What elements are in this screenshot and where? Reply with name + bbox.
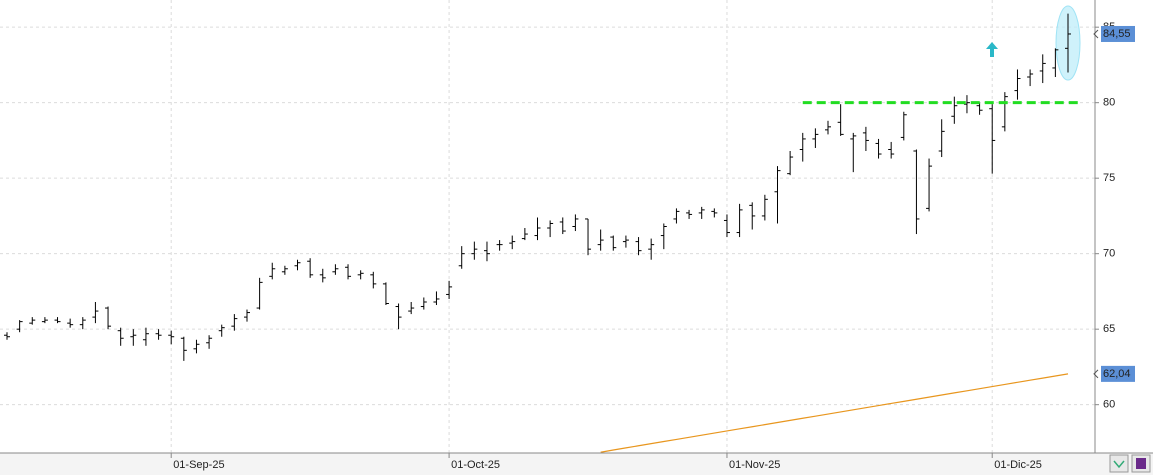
- zoom-icon: [1113, 460, 1125, 469]
- up-arrow: [986, 42, 998, 57]
- x-tick-label: 01-Dic-25: [994, 459, 1042, 471]
- x-tick-label: 01-Oct-25: [451, 459, 500, 471]
- y-tick-label: 60: [1103, 399, 1115, 411]
- y-tick-label: 65: [1103, 323, 1115, 335]
- price-tag-label: 62,04: [1103, 368, 1131, 380]
- moving-average-line: [600, 373, 1069, 453]
- x-tick-label: 01-Sep-25: [173, 459, 224, 471]
- y-tick-label: 75: [1103, 172, 1115, 184]
- y-tick-label: 70: [1103, 248, 1115, 260]
- price-tag: [1101, 25, 1135, 42]
- price-bars: [4, 13, 1071, 361]
- price-tag-pointer: [1093, 369, 1099, 379]
- y-tick-label: 80: [1103, 97, 1115, 109]
- x-axis-panel: [0, 453, 1153, 475]
- price-tag: [1101, 365, 1135, 382]
- x-tick-label: 01-Nov-25: [729, 459, 780, 471]
- price-tag-label: 84,55: [1103, 28, 1131, 40]
- zoom-button[interactable]: [1109, 454, 1129, 473]
- grid: [0, 0, 1095, 453]
- axes: 60657075808501-Sep-2501-Oct-2501-Nov-250…: [170, 21, 1135, 471]
- y-axis-panel: [1095, 0, 1153, 453]
- plot-area: [600, 373, 1069, 453]
- save-icon: [1136, 458, 1146, 469]
- price-tag-pointer: [1093, 29, 1099, 39]
